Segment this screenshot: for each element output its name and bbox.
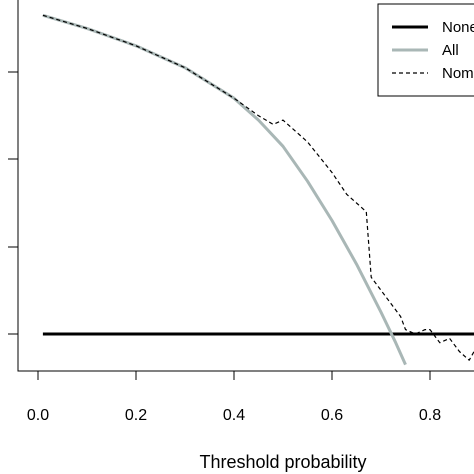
x-tick-label: 0.0 — [27, 407, 49, 424]
x-tick-label: 0.2 — [125, 407, 147, 424]
legend-label-all: All — [442, 42, 459, 59]
legend-label-nomogram: Nomogram — [442, 65, 474, 82]
legend-label-none: None — [442, 19, 474, 36]
legend: None All Nomogram — [377, 3, 474, 97]
plot-frame — [17, 0, 474, 372]
x-tick-label: 0.4 — [223, 407, 245, 424]
x-tick-label: 0.8 — [419, 407, 441, 424]
series-line-nomogram — [42, 14, 474, 361]
x-tick-label: 0.6 — [321, 407, 343, 424]
series-line-all — [42, 13, 407, 366]
series-layer — [42, 13, 474, 366]
x-axis: 0.0 0.2 0.4 0.6 0.8 — [27, 371, 441, 424]
x-axis-title: Threshold probability — [199, 452, 366, 472]
y-axis-ticks — [8, 71, 18, 335]
